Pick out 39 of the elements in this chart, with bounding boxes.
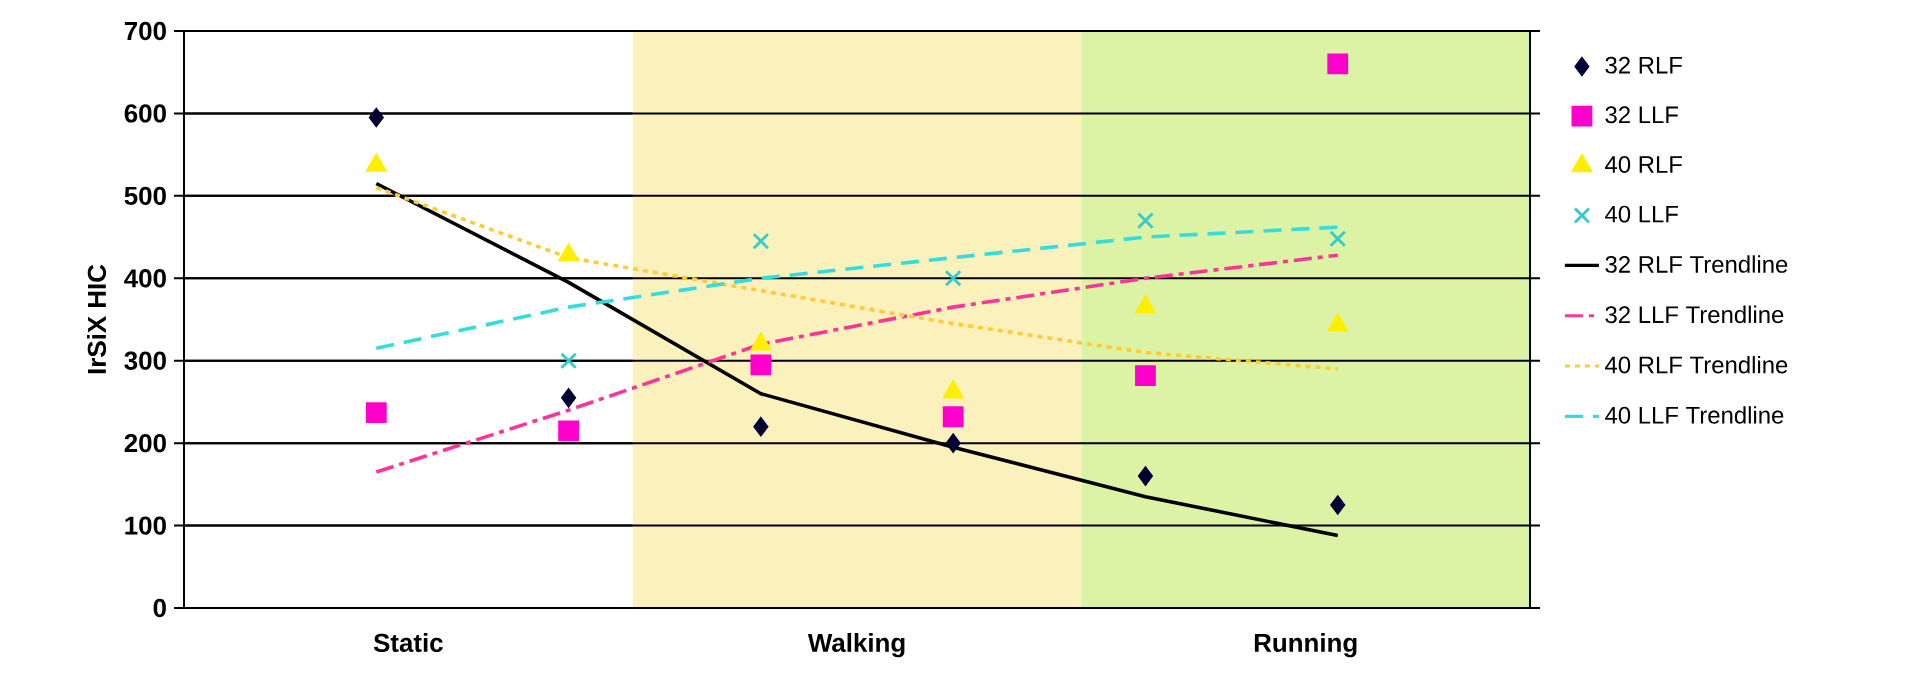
y-tick-label: 400 (124, 269, 166, 288)
point (1138, 466, 1153, 486)
y-tick-label: 100 (125, 516, 166, 535)
point (752, 232, 770, 250)
y-tick-label: 300 (124, 351, 166, 370)
text: Running (1254, 633, 1357, 658)
point (1135, 365, 1156, 386)
legend-label: 32 LLF (1605, 106, 1678, 124)
y-tick-label: 700 (124, 21, 166, 41)
legend-label: 32 RLF (1605, 56, 1682, 74)
y-tick-label: 500 (124, 186, 166, 206)
y-tick-label: 200 (124, 433, 166, 453)
legend-label: 32 RLF Trendline (1605, 255, 1788, 273)
legend-label: 32 LLF Trendline (1605, 305, 1784, 324)
line-series (374, 253, 1340, 474)
line-series (374, 185, 1340, 371)
y-axis-title: IrSiX HIC (87, 264, 107, 374)
point (1329, 230, 1347, 248)
legend-label: 40 RLF Trendline (1605, 355, 1788, 374)
point (368, 108, 384, 127)
text: Walking (807, 633, 905, 658)
point (944, 269, 962, 287)
point (558, 420, 579, 442)
y-tick-label: 600 (124, 104, 166, 123)
legend-label: 40 LLF (1605, 205, 1678, 223)
point (1330, 495, 1346, 515)
point (560, 352, 578, 370)
text: Static (373, 633, 443, 653)
point (1327, 53, 1349, 75)
point (945, 433, 961, 453)
point (365, 402, 387, 424)
point (750, 354, 772, 376)
legend-label: 40 RLF (1605, 156, 1682, 173)
y-tick-label: 0 (153, 598, 166, 618)
point (753, 417, 769, 437)
point (1136, 212, 1154, 230)
point (561, 388, 576, 408)
legend-label: 40 LLF Trendline (1605, 406, 1784, 424)
point (942, 406, 964, 428)
